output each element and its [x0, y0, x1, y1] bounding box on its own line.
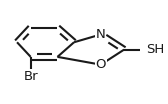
Text: N: N — [96, 28, 106, 41]
Text: O: O — [96, 58, 106, 71]
Text: SH: SH — [146, 43, 164, 56]
Text: Br: Br — [23, 70, 38, 83]
